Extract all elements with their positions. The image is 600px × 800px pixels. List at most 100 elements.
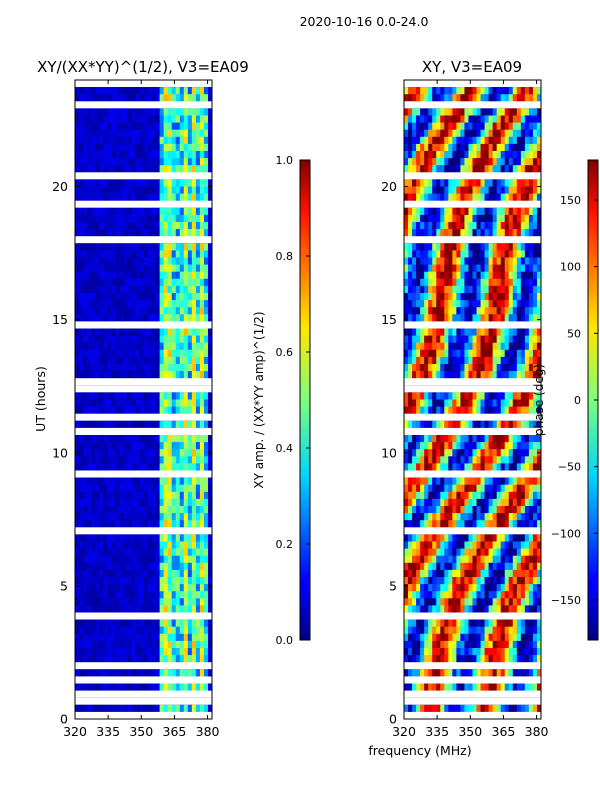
heatmap-cell bbox=[492, 307, 498, 315]
heatmap-cell bbox=[179, 541, 185, 549]
heatmap-cell bbox=[460, 186, 465, 194]
heatmap-cell bbox=[195, 179, 201, 187]
heatmap-cell bbox=[504, 420, 510, 429]
heatmap-cell bbox=[524, 506, 530, 514]
heatmap-cell bbox=[448, 151, 453, 159]
heatmap-cell bbox=[468, 463, 473, 471]
heatmap-cell bbox=[111, 243, 116, 251]
heatmap-cell bbox=[456, 655, 461, 663]
heatmap-cell bbox=[99, 640, 104, 649]
heatmap-cell bbox=[123, 420, 128, 429]
heatmap-cell bbox=[464, 222, 469, 230]
heatmap-cell bbox=[207, 669, 213, 677]
heatmap-cell bbox=[528, 314, 534, 322]
heatmap-cell bbox=[103, 328, 108, 336]
heatmap-cell bbox=[75, 179, 80, 187]
heatmap-cell bbox=[444, 158, 449, 166]
heatmap-cell bbox=[440, 271, 445, 280]
heatmap-cell bbox=[432, 648, 437, 656]
heatmap-cell bbox=[476, 115, 482, 123]
heatmap-cell bbox=[516, 214, 522, 223]
amplitude-colorbar-ticks: 0.00.20.40.60.81.0 bbox=[276, 154, 310, 647]
heatmap-cell bbox=[480, 399, 486, 407]
heatmap-cell bbox=[203, 541, 209, 549]
heatmap-cell bbox=[139, 484, 144, 493]
heatmap-cell bbox=[135, 548, 140, 557]
heatmap-cell bbox=[187, 619, 193, 628]
heatmap-cell bbox=[516, 257, 522, 265]
heatmap-cell bbox=[480, 605, 486, 613]
heatmap-cell bbox=[175, 307, 181, 315]
heatmap-cell bbox=[480, 87, 486, 95]
heatmap-cell bbox=[408, 87, 413, 95]
heatmap-cell bbox=[107, 704, 112, 713]
heatmap-cell bbox=[460, 584, 465, 592]
heatmap-cell bbox=[195, 335, 201, 344]
heatmap-cell bbox=[87, 278, 92, 287]
heatmap-cell bbox=[131, 555, 136, 564]
heatmap-cell bbox=[131, 129, 136, 138]
heatmap-cell bbox=[111, 214, 116, 223]
heatmap-cell bbox=[135, 356, 140, 365]
heatmap-cell bbox=[179, 520, 185, 528]
heatmap-cell bbox=[191, 442, 197, 450]
heatmap-cell bbox=[139, 179, 144, 187]
heatmap-cell bbox=[207, 335, 213, 344]
heatmap-cell bbox=[111, 669, 116, 677]
heatmap-cell bbox=[155, 87, 161, 95]
heatmap-cell bbox=[167, 356, 173, 365]
heatmap-cell bbox=[476, 122, 482, 131]
heatmap-cell bbox=[412, 541, 417, 549]
heatmap-cell bbox=[131, 619, 136, 628]
heatmap-cell bbox=[151, 87, 157, 95]
heatmap-cell bbox=[171, 605, 177, 613]
heatmap-cell bbox=[199, 584, 205, 592]
heatmap-cell bbox=[476, 229, 482, 237]
heatmap-cell bbox=[444, 648, 449, 656]
heatmap-cell bbox=[207, 257, 213, 265]
heatmap-cell bbox=[171, 314, 177, 322]
heatmap-cell bbox=[432, 392, 437, 400]
heatmap-cell bbox=[115, 669, 120, 677]
heatmap-cell bbox=[183, 371, 189, 379]
heatmap-cell bbox=[163, 548, 169, 557]
heatmap-cell bbox=[127, 207, 132, 216]
heatmap-cell bbox=[492, 151, 498, 159]
heatmap-cell bbox=[492, 513, 498, 521]
heatmap-cell bbox=[171, 584, 177, 592]
heatmap-cell bbox=[195, 94, 201, 102]
heatmap-cell bbox=[111, 598, 116, 606]
heatmap-cell bbox=[195, 640, 201, 649]
heatmap-cell bbox=[420, 87, 425, 95]
heatmap-cell bbox=[448, 186, 453, 194]
heatmap-cell bbox=[95, 442, 100, 450]
heatmap-cell bbox=[175, 598, 181, 606]
heatmap-cell bbox=[492, 222, 498, 230]
heatmap-cell bbox=[488, 591, 494, 599]
heatmap-cell bbox=[99, 449, 104, 457]
heatmap-cell bbox=[143, 186, 149, 194]
heatmap-cell bbox=[524, 683, 530, 691]
heatmap-cell bbox=[123, 264, 128, 273]
heatmap-cell bbox=[516, 285, 522, 294]
heatmap-cell bbox=[115, 293, 120, 301]
heatmap-cell bbox=[163, 591, 169, 599]
heatmap-cell bbox=[484, 250, 490, 258]
heatmap-cell bbox=[119, 704, 124, 713]
heatmap-cell bbox=[416, 513, 421, 521]
heatmap-cell bbox=[532, 179, 538, 187]
heatmap-cell bbox=[536, 491, 542, 500]
heatmap-cell bbox=[420, 655, 425, 663]
heatmap-cell bbox=[123, 442, 128, 450]
heatmap-cell bbox=[127, 704, 132, 713]
heatmap-cell bbox=[484, 94, 490, 102]
heatmap-cell bbox=[135, 179, 140, 187]
heatmap-cell bbox=[436, 484, 441, 493]
heatmap-cell bbox=[135, 222, 140, 230]
heatmap-cell bbox=[99, 569, 104, 578]
heatmap-cell bbox=[203, 264, 209, 273]
heatmap-cell bbox=[452, 506, 457, 514]
heatmap-cell bbox=[468, 640, 473, 649]
heatmap-cell bbox=[484, 669, 490, 677]
